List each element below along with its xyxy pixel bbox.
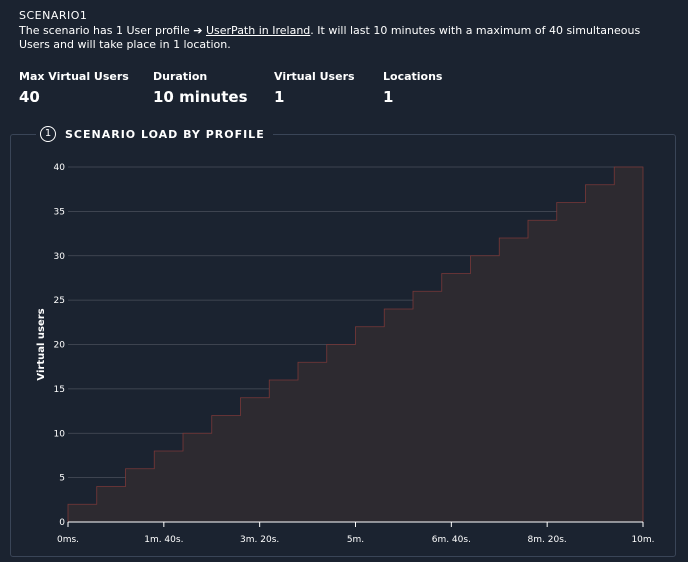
- y-tick-label: 15: [54, 385, 65, 395]
- y-tick-label: 10: [54, 429, 66, 439]
- x-tick-label: 8m. 20s.: [528, 535, 567, 545]
- chart-panel: [10, 134, 676, 557]
- y-tick-label: 20: [54, 341, 66, 351]
- panel-title: SCENARIO LOAD BY PROFILE: [65, 127, 265, 141]
- stat-value: 1: [274, 88, 285, 106]
- y-axis-title: Virtual users: [36, 308, 47, 380]
- description-text-end: . It will last 10 minutes with a maximum…: [19, 24, 641, 51]
- scenario-description: The scenario has 1 User profile ➔ UserPa…: [19, 24, 669, 52]
- x-tick-label: 6m. 40s.: [432, 535, 471, 545]
- panel-legend: 1 SCENARIO LOAD BY PROFILE: [36, 125, 273, 143]
- x-tick-label: 0ms.: [57, 535, 79, 545]
- profile-number-badge: 1: [40, 126, 56, 142]
- x-tick-label: 10m.: [631, 535, 654, 545]
- y-tick-label: 5: [59, 474, 65, 484]
- stat-label: Duration: [153, 70, 208, 83]
- stat-duration: Duration 10 minutes: [153, 70, 248, 106]
- stat-label: Locations: [383, 70, 443, 83]
- x-tick-label: 1m. 40s.: [144, 535, 183, 545]
- stat-label: Max Virtual Users: [19, 70, 129, 83]
- y-tick-label: 30: [54, 252, 66, 262]
- stat-label: Virtual Users: [274, 70, 355, 83]
- y-tick-label: 25: [54, 296, 65, 306]
- stat-value: 1: [383, 88, 394, 106]
- y-tick-label: 0: [59, 518, 65, 528]
- description-text-start: The scenario has 1 User profile ➔: [19, 24, 206, 37]
- y-tick-label: 35: [54, 207, 65, 217]
- stat-max-virtual-users: Max Virtual Users 40: [19, 70, 129, 106]
- x-tick-label: 5m.: [347, 535, 364, 545]
- stat-virtual-users: Virtual Users 1: [274, 70, 355, 106]
- y-tick-label: 40: [54, 163, 66, 173]
- stat-value: 10 minutes: [153, 88, 248, 106]
- stat-locations: Locations 1: [383, 70, 442, 106]
- x-tick-label: 3m. 20s.: [240, 535, 279, 545]
- userpath-link[interactable]: UserPath in Ireland: [205, 24, 311, 37]
- scenario-title: SCENARIO1: [19, 9, 88, 22]
- stat-value: 40: [19, 88, 40, 106]
- load-area: [67, 166, 644, 523]
